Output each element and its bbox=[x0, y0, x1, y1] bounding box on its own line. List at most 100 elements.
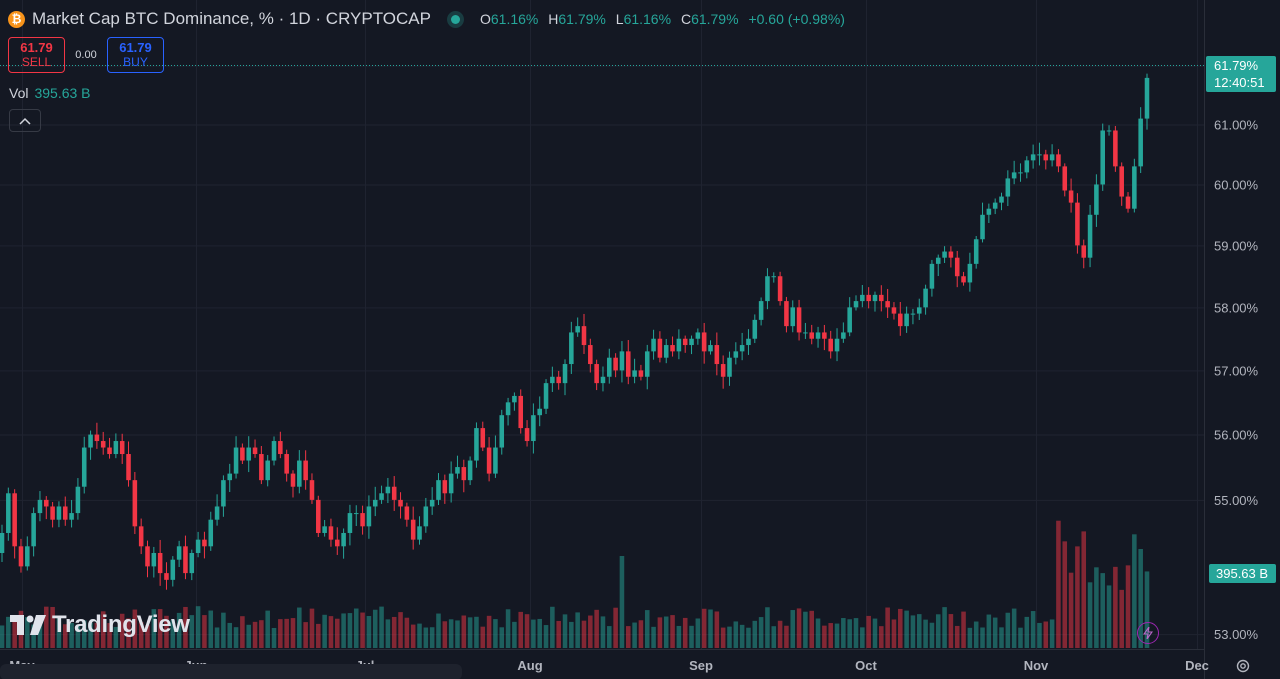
candle-up bbox=[455, 455, 460, 479]
candle-up bbox=[758, 297, 764, 326]
price-tick-label: 55.00% bbox=[1214, 493, 1259, 508]
ohlc-values: O61.16% H61.79% L61.16% C61.79% +0.60 (+… bbox=[480, 11, 845, 27]
volume-bar bbox=[309, 608, 315, 648]
candle-down bbox=[594, 359, 599, 391]
candle-body bbox=[31, 513, 36, 547]
candle-up bbox=[341, 528, 346, 559]
volume-bar bbox=[1125, 565, 1131, 648]
volume-bar bbox=[733, 621, 739, 648]
volume-bar bbox=[879, 626, 884, 648]
volume-bar bbox=[341, 613, 346, 648]
volume-bar bbox=[891, 619, 897, 648]
candle-up bbox=[385, 477, 391, 504]
candle-up bbox=[733, 342, 739, 365]
candle-body bbox=[18, 546, 24, 567]
volume-bar bbox=[885, 607, 890, 648]
volume-bar bbox=[1062, 541, 1068, 648]
volume-bar bbox=[543, 625, 549, 648]
candle-body bbox=[923, 288, 928, 308]
candle-body bbox=[176, 546, 182, 560]
candle-body bbox=[758, 301, 764, 320]
candle-body bbox=[739, 345, 745, 352]
candle-up bbox=[543, 379, 549, 415]
candle-body bbox=[474, 428, 479, 461]
symbol-legend[interactable]: ₿ Market Cap BTC Dominance, % · 1D · CRY… bbox=[8, 8, 845, 30]
candle-body bbox=[841, 332, 846, 339]
candle-body bbox=[62, 506, 68, 520]
candle-up bbox=[31, 507, 36, 557]
candle-up bbox=[1132, 158, 1137, 213]
candle-body bbox=[815, 332, 821, 339]
candle-body bbox=[372, 499, 378, 507]
volume-bar bbox=[872, 618, 878, 648]
candle-up bbox=[860, 284, 865, 308]
volume-bar bbox=[81, 620, 87, 648]
symbol-title[interactable]: Market Cap BTC Dominance, % · 1D · CRYPT… bbox=[32, 9, 431, 28]
candle-down bbox=[1119, 162, 1124, 206]
chevron-up-icon[interactable] bbox=[9, 109, 41, 132]
volume-bar bbox=[195, 606, 201, 648]
candle-body bbox=[720, 364, 726, 377]
candle-body bbox=[436, 480, 441, 500]
tradingview-logo[interactable]: TradingView bbox=[10, 611, 190, 639]
candle-down bbox=[119, 433, 125, 464]
candle-up bbox=[189, 549, 195, 581]
buy-button[interactable]: 61.79 BUY bbox=[107, 37, 164, 73]
volume-bar bbox=[360, 612, 365, 648]
candle-up bbox=[6, 487, 11, 541]
high-value: 61.79% bbox=[558, 11, 606, 27]
time-axis-scrollbar[interactable] bbox=[0, 664, 462, 679]
candle-up bbox=[372, 486, 378, 517]
candle-body bbox=[1005, 178, 1011, 197]
candle-body bbox=[1037, 154, 1042, 156]
candle-up bbox=[366, 495, 372, 539]
volume-bar bbox=[183, 606, 188, 648]
candle-down bbox=[183, 535, 188, 580]
candle-up bbox=[841, 322, 846, 343]
volume-bar bbox=[132, 609, 138, 648]
market-status-icon[interactable] bbox=[451, 14, 460, 24]
volume-bar bbox=[1144, 571, 1150, 648]
gear-icon[interactable] bbox=[1232, 655, 1254, 677]
volume-bar bbox=[923, 619, 928, 648]
candle-body bbox=[505, 402, 511, 416]
candle-down bbox=[303, 450, 308, 490]
candle-body bbox=[138, 526, 144, 547]
candle-body bbox=[113, 441, 119, 455]
volume-tag-value: 395.63 B bbox=[1216, 566, 1268, 581]
candle-body bbox=[847, 307, 852, 333]
open-value: 61.16% bbox=[490, 11, 539, 27]
candle-up bbox=[221, 475, 226, 517]
time-axis[interactable]: MayJunJulAugSepOctNovDec bbox=[9, 658, 1209, 673]
candle-body bbox=[341, 532, 346, 547]
volume-legend[interactable]: Vol 395.63 B bbox=[9, 85, 91, 101]
volume-bar bbox=[708, 609, 713, 648]
candle-up bbox=[227, 463, 233, 493]
candle-body bbox=[214, 506, 220, 520]
candle-up bbox=[379, 485, 384, 504]
candle-body bbox=[132, 480, 138, 527]
volume-bar bbox=[145, 625, 150, 648]
volume-bar bbox=[828, 623, 833, 648]
candle-body bbox=[980, 214, 985, 240]
candle-body bbox=[588, 345, 593, 365]
lightning-icon[interactable] bbox=[1137, 622, 1159, 644]
volume-bar bbox=[410, 624, 416, 648]
candle-body bbox=[765, 276, 770, 302]
time-tick-label: Oct bbox=[855, 658, 877, 673]
price-tick-label: 60.00% bbox=[1214, 177, 1259, 192]
volume-bar bbox=[404, 617, 410, 648]
candle-down bbox=[891, 302, 897, 320]
candle-down bbox=[885, 288, 890, 318]
candle-body bbox=[638, 370, 644, 377]
candle-down bbox=[259, 446, 264, 485]
candle-down bbox=[879, 285, 884, 312]
candle-body bbox=[594, 364, 599, 384]
candle-up bbox=[1087, 204, 1093, 268]
candle-body bbox=[278, 441, 283, 455]
sell-button[interactable]: 61.79 SELL bbox=[8, 37, 65, 73]
volume-bar bbox=[12, 615, 17, 648]
candle-down bbox=[252, 439, 258, 458]
volume-bar bbox=[632, 622, 637, 648]
